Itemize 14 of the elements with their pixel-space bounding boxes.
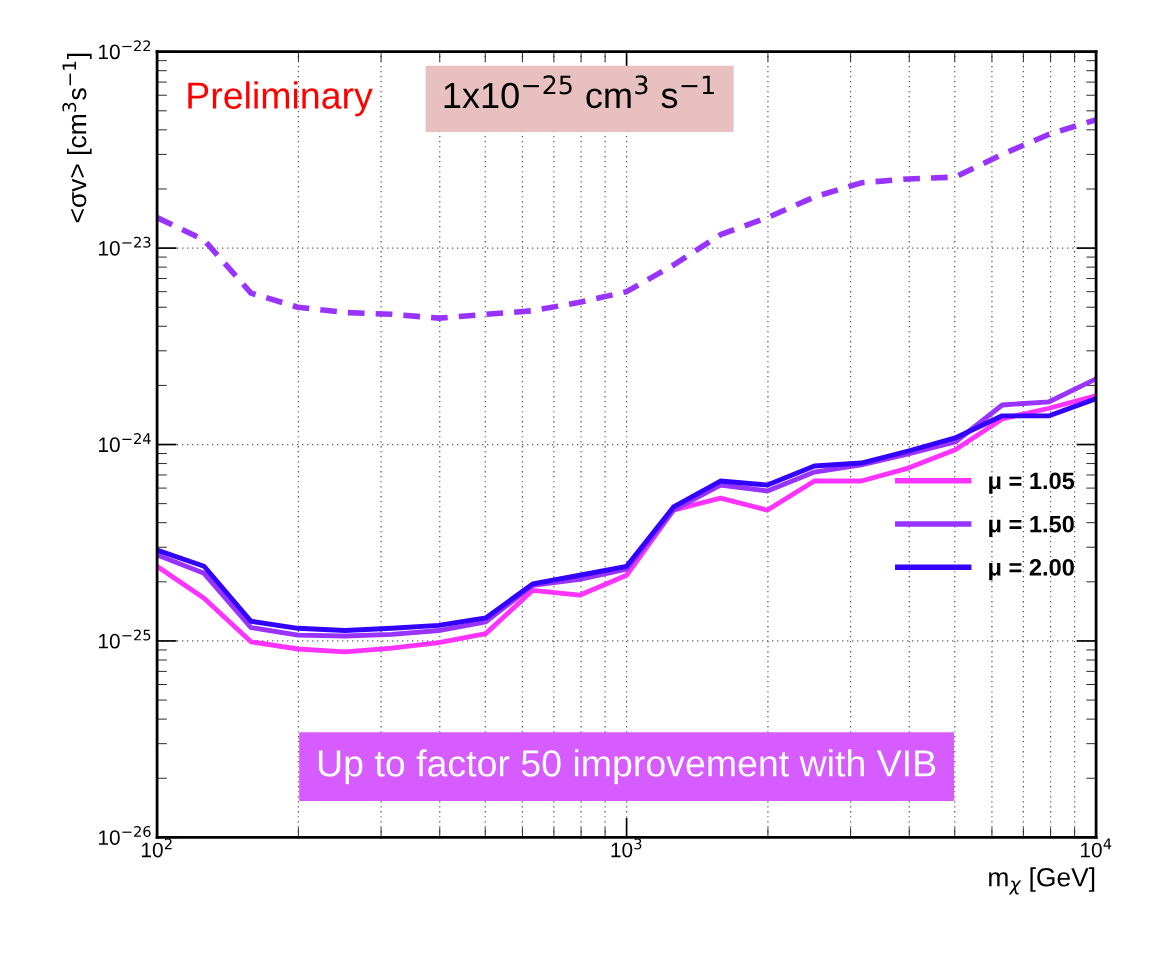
x-tick-label: 10$^{4}$: [1081, 838, 1112, 858]
annotation: Preliminary: [188, 81, 373, 117]
legend-label: μ = 1.05: [989, 472, 1075, 494]
y-axis-title: <σv> [cm$^{3}$s$^{−1}$]: [62, 53, 92, 223]
annotation: Up to factor 50 improvement with VIB: [318, 749, 936, 785]
y-tick-label: 10$^{−24}$: [99, 433, 151, 453]
x-tick-label: 10$^{3}$: [611, 838, 642, 858]
y-tick-label: 10$^{−25}$: [99, 629, 151, 649]
y-tick-label: 10$^{−22}$: [99, 40, 151, 60]
legend-label: μ = 1.50: [989, 515, 1074, 538]
annotation: 1x10$^{−25}$ cm$^{3}$ s$^{−1}$: [444, 75, 714, 109]
x-axis-title: m$_{χ}$ [GeV]: [989, 867, 1095, 895]
legend-label: μ = 2.00: [989, 559, 1074, 581]
y-tick-label: 10$^{−23}$: [99, 236, 151, 256]
